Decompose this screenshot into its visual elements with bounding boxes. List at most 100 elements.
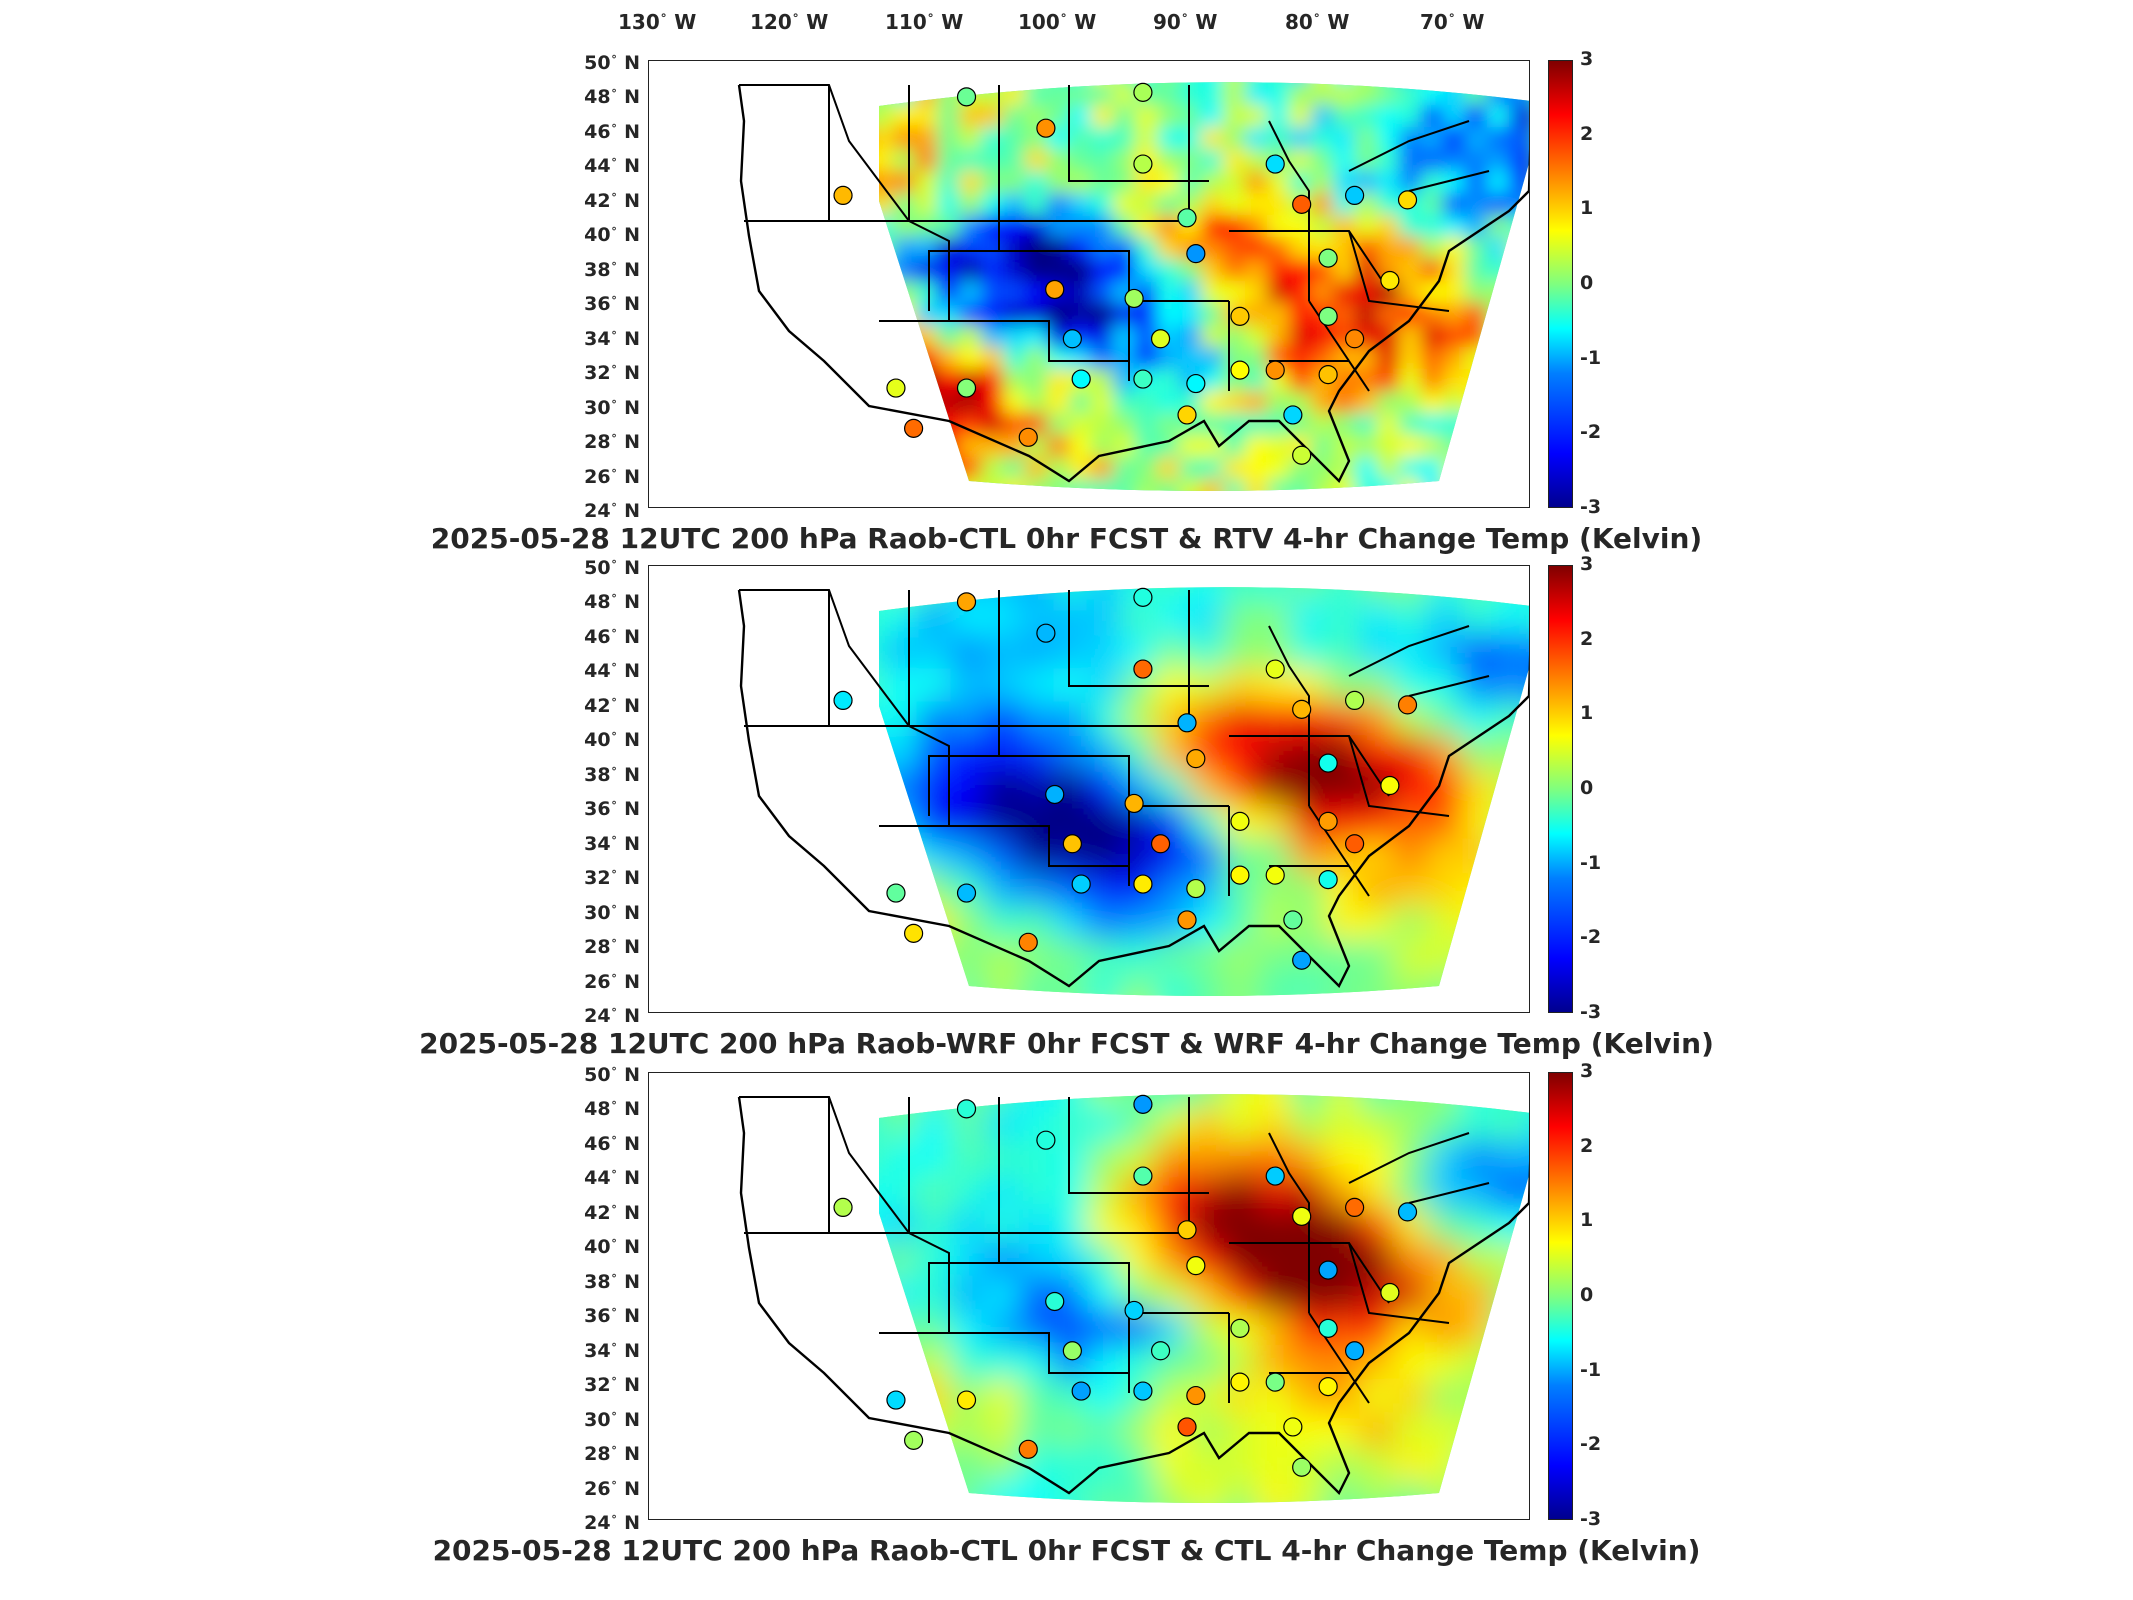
panel-title: 2025-05-28 12UTC 200 hPa Raob-CTL 0hr FC… <box>430 522 1703 555</box>
longitude-axis: 130∘ W 120∘ W 110∘ W 100∘ W 90∘ W 80∘ W 70∘ W <box>0 0 2133 40</box>
raob-station-marker <box>1124 1300 1144 1321</box>
latitude-label: 40∘ N <box>584 1234 640 1259</box>
raob-station-marker <box>1265 865 1285 885</box>
latitude-label: 30∘ N <box>584 394 640 419</box>
raob-station-marker <box>1133 874 1153 894</box>
colorbar-tick-label: -2 <box>1580 926 1602 949</box>
raob-station-marker <box>1292 445 1312 465</box>
raob-station-marker <box>1265 1166 1285 1186</box>
raob-station-marker <box>1292 950 1312 970</box>
raob-station-marker <box>904 923 924 943</box>
raob-station-marker <box>1397 1202 1418 1222</box>
raob-station-marker <box>886 1390 906 1410</box>
raob-station-marker <box>1318 870 1338 890</box>
latitude-label: 26∘ N <box>584 463 640 488</box>
raob-station-marker <box>1318 811 1338 831</box>
latitude-label: 42∘ N <box>584 1199 640 1224</box>
colorbar-tick-label: 0 <box>1580 272 1594 294</box>
raob-station-marker <box>1344 1341 1365 1361</box>
latitude-label: 48∘ N <box>584 84 640 109</box>
map-canvas <box>737 587 1529 996</box>
raob-station-marker <box>1230 360 1250 380</box>
raob-station-marker <box>1177 208 1197 228</box>
latitude-label: 46∘ N <box>584 1130 640 1155</box>
longitude-label: 110∘ W <box>885 8 964 34</box>
colorbar <box>1548 60 1573 508</box>
map-frame <box>648 60 1530 508</box>
raob-station-marker <box>956 378 977 398</box>
raob-station-marker <box>1062 329 1082 349</box>
latitude-label: 38∘ N <box>584 1268 640 1293</box>
raob-station-marker <box>1045 1291 1065 1312</box>
colorbar-tick-label: -1 <box>1580 346 1602 369</box>
raob-station-marker <box>1397 190 1418 210</box>
raob-station-marker <box>1133 369 1153 389</box>
latitude-label: 46∘ N <box>584 118 640 143</box>
colorbar-tick-label: 2 <box>1580 627 1594 650</box>
raob-station-marker <box>1380 1282 1400 1303</box>
raob-station-marker <box>1344 329 1365 349</box>
raob-station-marker <box>1344 834 1365 854</box>
longitude-label: 120∘ W <box>750 8 829 34</box>
raob-station-marker <box>956 87 977 107</box>
raob-station-marker <box>886 378 906 398</box>
raob-station-marker <box>1265 360 1285 380</box>
raob-station-marker <box>904 418 924 438</box>
raob-station-marker <box>1036 623 1056 643</box>
temperature-field <box>879 587 1529 996</box>
raob-station-marker <box>1071 1381 1091 1401</box>
latitude-label: 50∘ N <box>584 555 640 579</box>
latitude-label: 32∘ N <box>584 1372 640 1397</box>
longitude-label: 70∘ W <box>1420 8 1485 34</box>
raob-station-marker <box>1318 306 1338 326</box>
colorbar-tick-label: 3 <box>1580 553 1594 575</box>
raob-station-marker <box>1230 306 1250 326</box>
raob-station-marker <box>1177 713 1197 733</box>
raob-station-marker <box>1062 1341 1082 1361</box>
raob-station-marker <box>1150 834 1171 854</box>
latitude-label: 32∘ N <box>584 360 640 385</box>
raob-station-marker <box>1133 82 1153 102</box>
raob-station-marker <box>1265 659 1285 679</box>
latitude-label: 34∘ N <box>584 325 640 350</box>
raob-station-marker <box>833 185 853 205</box>
latitude-label: 42∘ N <box>584 187 640 212</box>
raob-station-marker <box>1133 659 1153 679</box>
longitude-label: 90∘ W <box>1153 8 1218 34</box>
raob-station-marker <box>1318 1377 1338 1397</box>
raob-station-marker <box>1177 910 1197 930</box>
raob-station-marker <box>1380 270 1400 291</box>
longitude-label: 80∘ W <box>1285 8 1350 34</box>
raob-station-marker <box>833 1197 853 1217</box>
latitude-label: 48∘ N <box>584 1096 640 1121</box>
raob-station-marker <box>1124 793 1144 814</box>
latitude-label: 34∘ N <box>584 830 640 855</box>
latitude-label: 26∘ N <box>584 968 640 993</box>
map-canvas <box>737 1094 1529 1503</box>
raob-station-marker <box>1265 1372 1285 1392</box>
raob-station-marker <box>1283 1417 1303 1437</box>
raob-station-marker <box>1230 1372 1250 1392</box>
colorbar-tick-label: -3 <box>1580 1001 1602 1023</box>
raob-station-marker <box>1318 1260 1338 1280</box>
raob-station-marker <box>1124 288 1144 309</box>
raob-station-marker <box>1018 427 1038 447</box>
latitude-label: 38∘ N <box>584 761 640 786</box>
raob-station-marker <box>1186 749 1206 769</box>
colorbar-tick-label: -3 <box>1580 496 1602 518</box>
raob-station-marker <box>1318 1318 1338 1338</box>
raob-station-marker <box>1036 118 1056 138</box>
raob-station-marker <box>956 1390 977 1410</box>
colorbar-tick-label: 1 <box>1580 197 1594 220</box>
raob-station-marker <box>1071 874 1091 894</box>
latitude-label: 44∘ N <box>584 658 640 683</box>
latitude-label: 46∘ N <box>584 623 640 648</box>
panel-1: 50∘ N 48∘ N 46∘ N 44∘ N 42∘ N 40∘ N 38∘ N 36∘ N… <box>0 48 2133 565</box>
colorbar-tick-label: -1 <box>1580 851 1602 874</box>
colorbar-tick-label: 1 <box>1580 1209 1594 1232</box>
panel-3: 50∘ N 48∘ N 46∘ N 44∘ N 42∘ N 40∘ N 38∘ N 36∘ N… <box>0 1060 2133 1577</box>
panel-title: 2025-05-28 12UTC 200 hPa Raob-CTL 0hr FC… <box>432 1534 1701 1567</box>
raob-station-marker <box>956 883 977 903</box>
raob-station-marker <box>1318 248 1338 268</box>
latitude-label: 38∘ N <box>584 256 640 281</box>
